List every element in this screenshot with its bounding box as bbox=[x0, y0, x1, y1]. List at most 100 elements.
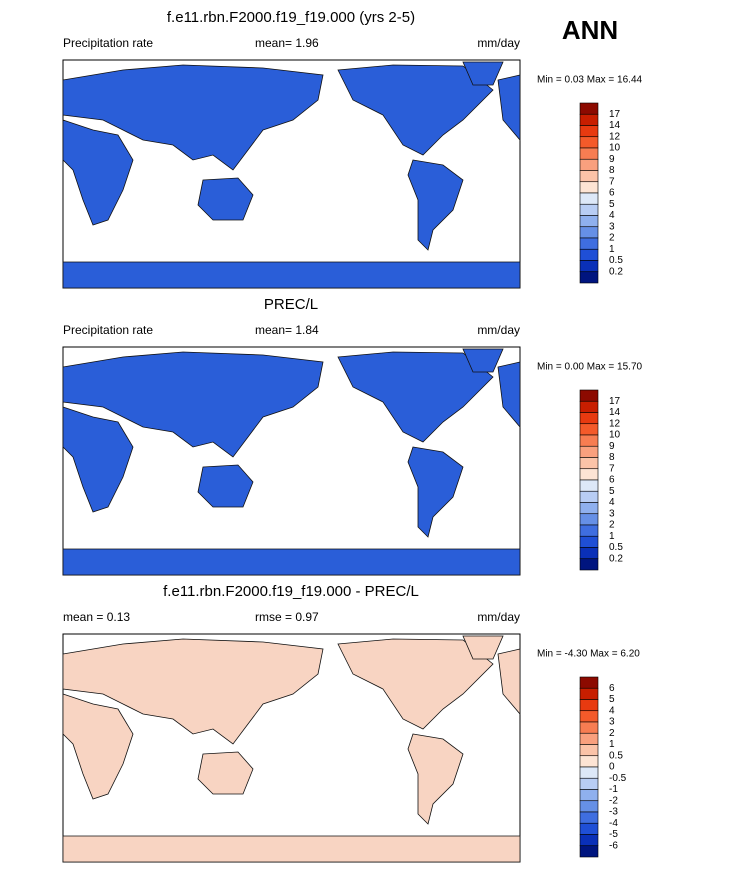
colorbar-label: 6 bbox=[609, 188, 615, 199]
colorbar-swatch bbox=[579, 389, 599, 402]
min-max: Min = 0.00 Max = 15.70 bbox=[537, 362, 643, 373]
colorbar-label: 17 bbox=[609, 396, 621, 407]
colorbar-swatch bbox=[579, 125, 599, 138]
colorbar-label: 17 bbox=[609, 109, 621, 120]
colorbar-swatch bbox=[579, 170, 599, 183]
colorbar-label: 3 bbox=[609, 221, 615, 232]
min-max: Min = 0.03 Max = 16.44 bbox=[537, 75, 643, 86]
colorbar-label: 4 bbox=[609, 210, 615, 221]
colorbar-label: 12 bbox=[609, 418, 621, 429]
panel-title: f.e11.rbn.F2000.f19_f19.000 - PREC/L bbox=[163, 583, 419, 600]
colorbar-label: 14 bbox=[609, 120, 621, 131]
colorbar-swatch bbox=[579, 789, 599, 802]
colorbar-swatch bbox=[579, 845, 599, 858]
colorbar-swatch bbox=[579, 699, 599, 712]
colorbar-label: -1 bbox=[609, 784, 618, 795]
panel-title: f.e11.rbn.F2000.f19_f19.000 (yrs 2-5) bbox=[167, 9, 415, 26]
colorbar-label: 0.5 bbox=[609, 542, 623, 553]
colorbar-label: 2 bbox=[609, 728, 615, 739]
land-field bbox=[497, 361, 521, 429]
colorbar-label: 12 bbox=[609, 131, 621, 142]
land-field bbox=[337, 351, 494, 443]
colorbar-label: -0.5 bbox=[609, 773, 627, 784]
land-field bbox=[197, 751, 254, 795]
colorbar-swatch bbox=[579, 721, 599, 734]
colorbar-label: 0.2 bbox=[609, 266, 623, 277]
land-field bbox=[407, 733, 464, 825]
colorbar-swatch bbox=[579, 558, 599, 571]
colorbar-swatch bbox=[579, 113, 599, 126]
colorbar-label: 7 bbox=[609, 176, 615, 187]
colorbar-swatch bbox=[579, 710, 599, 723]
land-field bbox=[337, 64, 494, 156]
colorbar-swatch bbox=[579, 158, 599, 171]
colorbar-label: 0.5 bbox=[609, 750, 623, 761]
colorbar-label: -6 bbox=[609, 840, 618, 851]
colorbar-swatch bbox=[579, 181, 599, 194]
colorbar-swatch bbox=[579, 468, 599, 481]
land-field bbox=[197, 177, 254, 221]
colorbar-swatch bbox=[579, 271, 599, 284]
colorbar-swatch bbox=[579, 479, 599, 492]
colorbar-label: 8 bbox=[609, 452, 615, 463]
panel-center-label: mean= 1.84 bbox=[255, 323, 319, 337]
colorbar-label: 5 bbox=[609, 694, 615, 705]
land-field bbox=[62, 835, 521, 863]
colorbar-swatch bbox=[579, 400, 599, 413]
colorbar-swatch bbox=[579, 811, 599, 824]
colorbar-swatch bbox=[579, 423, 599, 436]
panel-left-label: mean = 0.13 bbox=[63, 610, 130, 624]
panel-units: mm/day bbox=[477, 323, 520, 337]
colorbar-swatch bbox=[579, 535, 599, 548]
land-field bbox=[62, 693, 134, 800]
min-max: Min = -4.30 Max = 6.20 bbox=[537, 649, 640, 660]
colorbar-swatch bbox=[579, 822, 599, 835]
land-field bbox=[62, 64, 324, 171]
colorbar-label: 3 bbox=[609, 717, 615, 728]
colorbar-swatch bbox=[579, 203, 599, 216]
colorbar-swatch bbox=[579, 215, 599, 228]
colorbar-label: 1 bbox=[609, 739, 615, 750]
colorbar-label: 4 bbox=[609, 705, 615, 716]
colorbar-label: 2 bbox=[609, 520, 615, 531]
land-field bbox=[407, 159, 464, 251]
colorbar-label: 0.2 bbox=[609, 553, 623, 564]
colorbar-label: 5 bbox=[609, 486, 615, 497]
colorbar-label: -4 bbox=[609, 818, 618, 829]
colorbar-swatch bbox=[579, 445, 599, 458]
colorbar-swatch bbox=[579, 755, 599, 768]
land-field bbox=[197, 464, 254, 508]
colorbar-label: 3 bbox=[609, 508, 615, 519]
colorbar-swatch bbox=[579, 834, 599, 847]
land-field bbox=[462, 635, 504, 660]
land-field bbox=[62, 548, 521, 576]
colorbar-swatch bbox=[579, 777, 599, 790]
land-field bbox=[337, 638, 494, 730]
colorbar-label: -3 bbox=[609, 807, 618, 818]
land-field bbox=[62, 406, 134, 513]
colorbar-swatch bbox=[579, 547, 599, 560]
colorbar-label: -2 bbox=[609, 795, 618, 806]
land-field bbox=[62, 119, 134, 226]
colorbar-label: 1 bbox=[609, 244, 615, 255]
colorbar-label: 0 bbox=[609, 762, 615, 773]
colorbar-label: 0.5 bbox=[609, 255, 623, 266]
panel-title: PREC/L bbox=[264, 296, 318, 313]
colorbar-swatch bbox=[579, 260, 599, 273]
colorbar-swatch bbox=[579, 192, 599, 205]
colorbar-swatch bbox=[579, 524, 599, 537]
land-field bbox=[62, 351, 324, 458]
land-field bbox=[62, 261, 521, 289]
colorbar-swatch bbox=[579, 513, 599, 526]
land-field bbox=[497, 74, 521, 142]
colorbar-swatch bbox=[579, 102, 599, 115]
panel-left-label: Precipitation rate bbox=[63, 36, 153, 50]
colorbar-label: 8 bbox=[609, 165, 615, 176]
land-field bbox=[497, 648, 521, 716]
colorbar-swatch bbox=[579, 732, 599, 745]
land-field bbox=[462, 348, 504, 373]
colorbar-label: 5 bbox=[609, 199, 615, 210]
colorbar-label: 2 bbox=[609, 233, 615, 244]
colorbar-label: 6 bbox=[609, 683, 615, 694]
season-label: ANN bbox=[562, 15, 618, 45]
